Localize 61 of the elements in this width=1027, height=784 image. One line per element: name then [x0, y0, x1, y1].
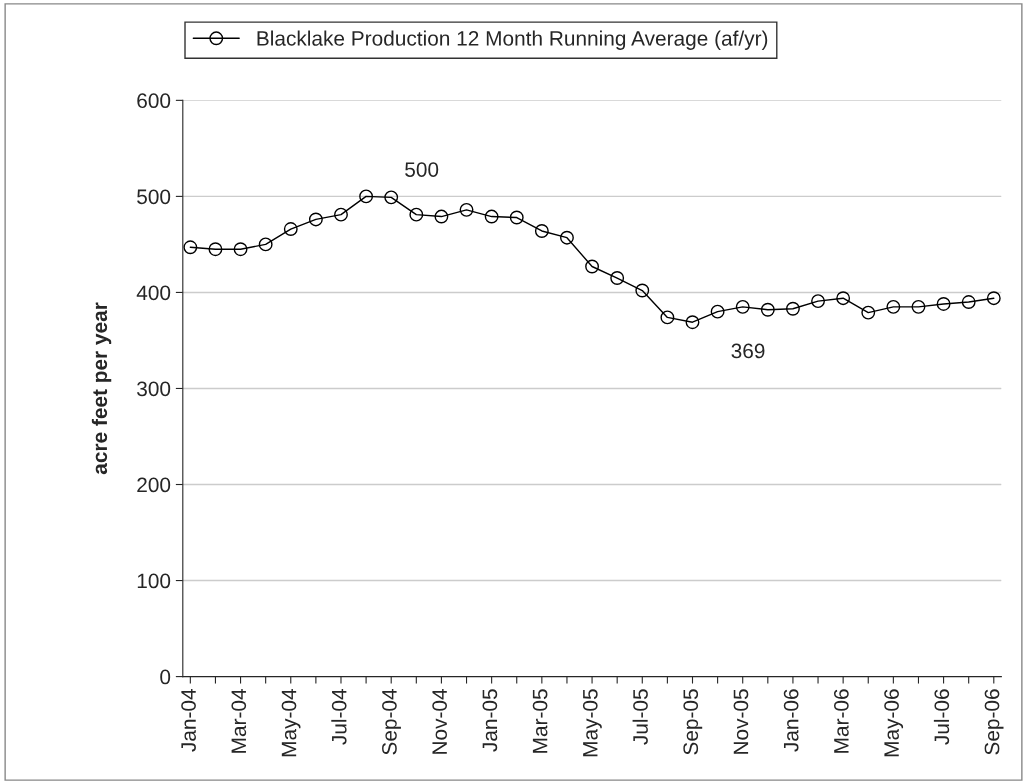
point — [861, 305, 876, 320]
point — [534, 224, 549, 238]
x-tick-label: Mar-04 — [231, 689, 247, 753]
annotation: 500 — [405, 162, 439, 177]
y-tick-label: 0 — [160, 669, 171, 685]
point — [308, 212, 323, 227]
point — [233, 242, 248, 257]
y-tick-label: 100 — [137, 573, 171, 589]
point — [208, 242, 223, 257]
annotation: 369 — [731, 343, 765, 359]
x-tick-label: Jan-06 — [783, 689, 799, 752]
legend-label: Blacklake Production 12 Month Running Average (af/yr) — [257, 30, 768, 50]
x-tick-label: Jan-05 — [482, 689, 498, 752]
x-tick-label: May-05 — [582, 689, 602, 757]
y-tick-label: 200 — [137, 477, 171, 493]
point — [986, 291, 1001, 306]
point — [585, 259, 600, 274]
point — [886, 299, 901, 314]
x-tick-label: Sep-05 — [683, 689, 703, 755]
x-tick-label: Mar-05 — [532, 689, 548, 753]
point — [434, 209, 449, 224]
point — [359, 189, 374, 204]
point — [836, 291, 851, 306]
point — [560, 230, 574, 245]
point — [785, 301, 800, 316]
point — [258, 237, 273, 252]
point — [710, 304, 725, 319]
point — [685, 315, 700, 330]
x-tick-label: Sep-04 — [382, 689, 401, 755]
point — [183, 240, 198, 255]
point — [334, 207, 348, 222]
x-tick-label: Sep-06 — [984, 689, 1004, 755]
x-tick-label: Jul-04 — [331, 689, 347, 745]
x-tick-label: Jan-04 — [181, 689, 196, 752]
point — [660, 310, 675, 325]
y-tick-label: 600 — [137, 93, 171, 109]
point — [484, 209, 499, 224]
point — [610, 271, 625, 285]
x-tick-label: Jul-06 — [933, 689, 950, 745]
point — [409, 207, 424, 222]
point — [961, 295, 976, 309]
x-tick-label: Jul-05 — [632, 689, 648, 745]
x-tick-label: May-04 — [281, 689, 301, 757]
y-tick-label: 400 — [136, 285, 171, 301]
point — [635, 283, 650, 298]
x-tick-label: Nov-04 — [432, 689, 448, 754]
y-tick-label: 500 — [137, 189, 171, 205]
point — [760, 302, 775, 317]
point — [459, 202, 474, 217]
x-tick-label: Mar-06 — [833, 689, 849, 753]
x-tick-label: May-06 — [884, 689, 904, 757]
point — [911, 299, 926, 314]
point — [384, 190, 399, 205]
point — [735, 299, 750, 314]
point — [283, 222, 298, 236]
point — [936, 297, 951, 311]
point — [509, 210, 524, 225]
y-tick-label: 300 — [137, 381, 171, 397]
x-tick-label: Nov-05 — [733, 689, 749, 754]
point — [811, 294, 825, 309]
y-axis-title: acre feet per year — [91, 302, 112, 475]
